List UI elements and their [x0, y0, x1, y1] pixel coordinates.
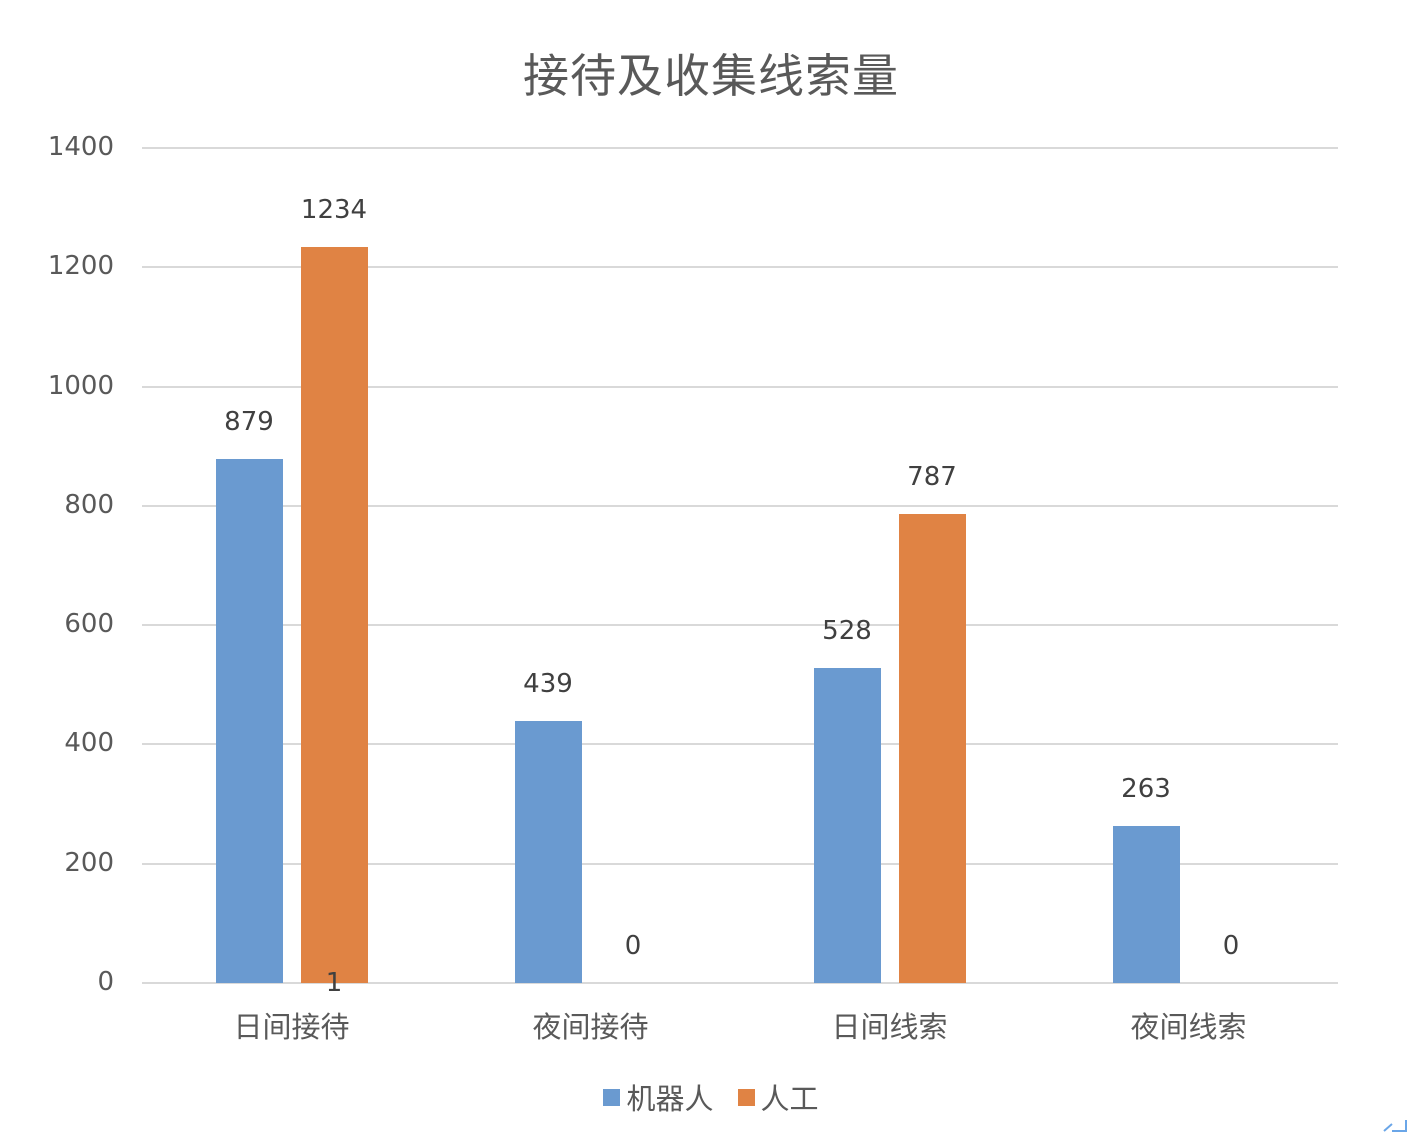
data-label: 787	[907, 461, 957, 492]
x-tick-label: 夜间接待	[532, 1010, 649, 1044]
gridline	[142, 743, 1338, 746]
gridline	[142, 624, 1338, 627]
data-label: 439	[523, 669, 573, 700]
y-tick-label: 1000	[47, 370, 114, 401]
y-tick-label: 400	[64, 728, 114, 759]
data-label: 1234	[300, 195, 368, 225]
x-tick-label: 夜间线索	[1130, 1010, 1247, 1044]
bar-robot[interactable]	[1113, 826, 1180, 983]
x-axis-line	[142, 982, 1338, 984]
gridline	[142, 385, 1338, 388]
legend: 机器人 人工	[0, 1076, 1422, 1118]
legend-item-human[interactable]: 人工	[737, 1076, 819, 1118]
y-tick-label: 200	[64, 847, 114, 878]
data-label: 263	[1121, 774, 1171, 805]
legend-swatch-human	[737, 1088, 755, 1106]
chart-title: 接待及收集线索量	[523, 49, 899, 103]
y-tick-label: 1200	[47, 251, 114, 282]
x-tick-label: 日间接待	[233, 1010, 350, 1044]
legend-item-robot[interactable]: 机器人	[603, 1076, 714, 1118]
gridline	[142, 147, 1338, 149]
gridline	[142, 862, 1338, 865]
bar-robot[interactable]	[216, 458, 283, 983]
bar-robot[interactable]	[515, 721, 582, 983]
gridline	[142, 504, 1338, 507]
data-label: 0	[1222, 931, 1240, 961]
data-label: 0	[624, 931, 642, 961]
x-tick-label: 日间线索	[831, 1010, 948, 1044]
y-tick-label: 600	[64, 609, 114, 640]
stray-data-label: 1	[325, 968, 343, 998]
data-label: 528	[822, 616, 872, 647]
y-tick-label: 800	[64, 489, 114, 520]
resize-corner-icon[interactable]	[1382, 1116, 1408, 1132]
bar-robot[interactable]	[814, 668, 881, 983]
legend-swatch-robot	[603, 1088, 621, 1106]
bar-human[interactable]	[899, 513, 966, 983]
gridline	[142, 266, 1338, 269]
legend-label-human: 人工	[760, 1082, 819, 1116]
legend-label-robot: 机器人	[626, 1082, 714, 1116]
y-tick-label: 1400	[47, 132, 114, 162]
bar-human[interactable]	[301, 247, 368, 983]
y-tick-label: 0	[97, 967, 114, 997]
data-label: 879	[224, 406, 274, 437]
